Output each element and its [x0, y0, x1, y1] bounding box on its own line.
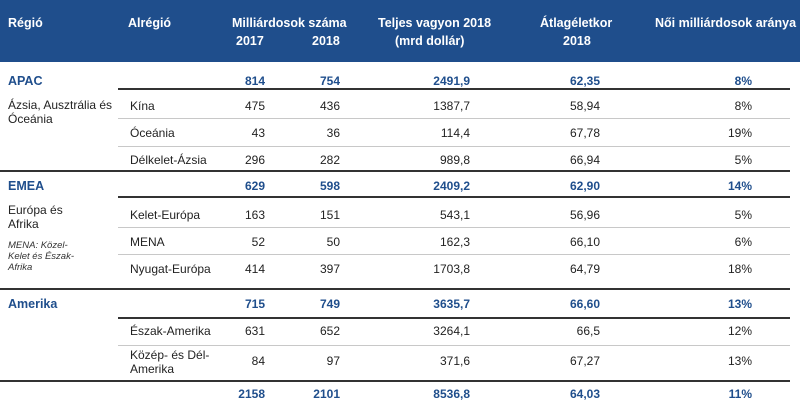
- divider-rule: [0, 288, 790, 290]
- header-year-2017: 2017: [236, 34, 264, 48]
- header-wealth-unit: (mrd dollár): [395, 34, 465, 48]
- subregion-row-female: 12%: [727, 324, 752, 338]
- region-description: Ázsia, Ausztrália és Óceánia: [8, 98, 113, 126]
- header-female-share: Női milliárdosok aránya: [655, 16, 797, 30]
- subregion-row-wealth: 1387,7: [433, 99, 470, 113]
- subregion-row-b2017: 52: [251, 235, 265, 249]
- region-total-b2018: 598: [319, 179, 340, 193]
- subregion-row-b2018: 436: [319, 99, 340, 113]
- region-total-female: 8%: [734, 74, 752, 88]
- divider-rule: [118, 196, 790, 198]
- divider-rule: [118, 317, 790, 319]
- region-total-b2018: 749: [319, 297, 340, 311]
- subregion-row-b2017: 296: [244, 153, 265, 167]
- header-year-2018: 2018: [312, 34, 340, 48]
- subregion-row-wealth: 114,4: [440, 126, 470, 140]
- subregion-row-age: 67,27: [569, 354, 600, 368]
- region-total-wealth: 3635,7: [433, 297, 470, 311]
- subregion-row-female: 8%: [734, 99, 752, 113]
- row-divider: [118, 227, 790, 228]
- subregion-row-b2018: 36: [326, 126, 340, 140]
- region-name: APAC: [8, 74, 43, 88]
- subregion-row-wealth: 371,6: [439, 354, 470, 368]
- subregion-label: Kelet-Európa: [130, 208, 201, 222]
- subregion-row-wealth: 1703,8: [433, 262, 470, 276]
- header-wealth: Teljes vagyon 2018: [378, 16, 492, 30]
- subregion-row-b2017: 43: [251, 126, 265, 140]
- subregion-label: Kína: [130, 99, 155, 113]
- region-total-b2017: 715: [244, 297, 265, 311]
- header-age-year: 2018: [563, 34, 591, 48]
- grand-total-age: 64,03: [569, 387, 600, 401]
- subregion-row-age: 64,79: [569, 262, 600, 276]
- header-billionaires: Milliárdosok száma: [232, 16, 347, 30]
- region-note: MENA: Közel-Kelet és Észak-Afrika: [8, 240, 74, 273]
- region-total-female: 14%: [727, 179, 752, 193]
- row-divider: [118, 146, 790, 147]
- region-total-age: 66,60: [569, 297, 600, 311]
- table-header: Régió Alrégió Milliárdosok száma 2017 20…: [0, 0, 800, 62]
- region-total-wealth: 2409,2: [433, 179, 470, 193]
- subregion-row-wealth: 543,1: [439, 208, 470, 222]
- divider-rule: [0, 170, 790, 172]
- subregion-row-b2018: 397: [319, 262, 340, 276]
- subregion-row-b2017: 84: [251, 354, 265, 368]
- grand-total-b2018: 2101: [313, 387, 340, 401]
- row-divider: [118, 254, 790, 255]
- subregion-row-age: 67,78: [569, 126, 600, 140]
- subregion-row-b2018: 652: [319, 324, 340, 338]
- subregion-row-female: 18%: [727, 262, 752, 276]
- subregion-label: MENA: [130, 235, 165, 249]
- region-total-wealth: 2491,9: [433, 74, 470, 88]
- subregion-row-age: 66,5: [576, 324, 600, 338]
- region-name: EMEA: [8, 179, 45, 193]
- subregion-row-b2018: 282: [319, 153, 340, 167]
- grand-total-wealth: 8536,8: [433, 387, 470, 401]
- region-total-female: 13%: [727, 297, 752, 311]
- subregion-row-female: 5%: [734, 153, 752, 167]
- subregion-label: Nyugat-Európa: [130, 262, 211, 276]
- subregion-row-b2017: 475: [244, 99, 265, 113]
- region-description: Európa és Afrika: [8, 203, 63, 231]
- subregion-row-b2017: 414: [244, 262, 265, 276]
- subregion-label: Délkelet-Ázsia: [130, 153, 207, 167]
- grand-total-female: 11%: [728, 387, 752, 401]
- subregion-row-age: 56,96: [569, 208, 600, 222]
- subregion-row-age: 58,94: [569, 99, 600, 113]
- region-total-b2017: 629: [244, 179, 265, 193]
- region-total-age: 62,90: [569, 179, 600, 193]
- divider-rule: [0, 380, 790, 382]
- subregion-label: Óceánia: [130, 126, 175, 140]
- row-divider: [118, 345, 790, 346]
- region-total-age: 62,35: [569, 74, 600, 88]
- region-name: Amerika: [8, 297, 58, 311]
- subregion-row-b2018: 151: [319, 208, 340, 222]
- subregion-row-age: 66,10: [569, 235, 600, 249]
- subregion-row-b2017: 163: [244, 208, 265, 222]
- subregion-row-female: 13%: [727, 354, 752, 368]
- subregion-row-b2018: 97: [326, 354, 340, 368]
- row-divider: [118, 118, 790, 119]
- subregion-row-b2018: 50: [326, 235, 340, 249]
- subregion-row-female: 5%: [734, 208, 752, 222]
- subregion-label: Közép- és Dél-Amerika: [130, 348, 210, 376]
- subregion-row-female: 19%: [727, 126, 752, 140]
- subregion-row-age: 66,94: [569, 153, 600, 167]
- region-total-b2017: 814: [244, 74, 265, 88]
- header-subregion: Alrégió: [128, 16, 172, 30]
- subregion-row-female: 6%: [734, 235, 752, 249]
- divider-rule: [118, 88, 790, 90]
- subregion-row-b2017: 631: [244, 324, 265, 338]
- subregion-label: Észak-Amerika: [130, 324, 211, 338]
- subregion-row-wealth: 3264,1: [433, 324, 470, 338]
- region-total-b2018: 754: [319, 74, 340, 88]
- header-age: Átlagéletkor: [540, 16, 613, 30]
- header-region: Régió: [8, 16, 43, 30]
- grand-total-b2017: 2158: [238, 387, 265, 401]
- subregion-row-wealth: 162,3: [439, 235, 470, 249]
- subregion-row-wealth: 989,8: [439, 153, 470, 167]
